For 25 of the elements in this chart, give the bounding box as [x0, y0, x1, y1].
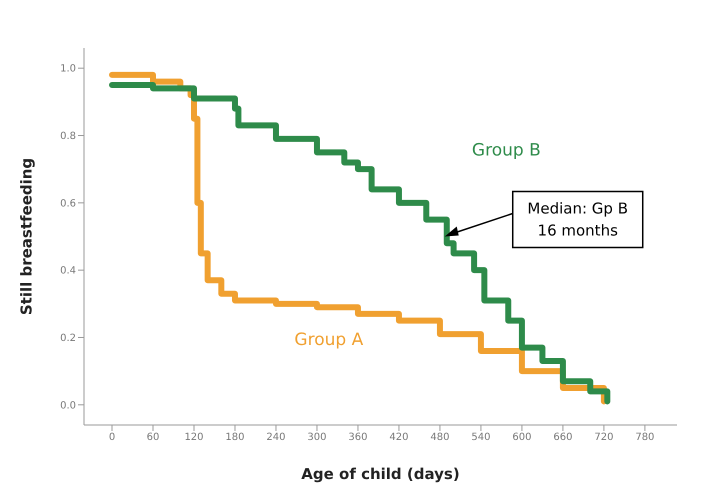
y-tick-label: 0.8 — [60, 131, 76, 142]
x-tick-label: 360 — [348, 432, 368, 444]
y-axis-title: Still breastfeeding — [17, 158, 36, 316]
x-tick-label: 480 — [430, 432, 450, 444]
x-tick-label: 420 — [389, 432, 408, 444]
annotation: Median: Gp B 16 months — [527, 200, 628, 240]
x-tick-label: 240 — [266, 432, 286, 444]
x-tick-label: 660 — [553, 432, 572, 444]
text: Group B — [472, 140, 541, 161]
x-tick-label: 540 — [471, 432, 490, 444]
x-tick-label: 300 — [307, 432, 327, 444]
y-tick-label: 1.0 — [60, 64, 76, 75]
x-tick-label: 120 — [184, 432, 204, 444]
x-tick-label: 780 — [635, 432, 654, 444]
x-axis-title: Age of child (days) — [301, 465, 460, 483]
x-tick-label: 0 — [108, 432, 116, 444]
x-tick-label: 180 — [225, 432, 245, 444]
x-tick-label: 60 — [146, 432, 160, 444]
y-tick-label: 0.2 — [60, 333, 76, 344]
x-tick-label: 600 — [512, 432, 532, 444]
series-label: Group A — [294, 330, 364, 350]
y-tick-label: 0.4 — [60, 266, 76, 277]
x-tick-label: 720 — [594, 432, 614, 444]
y-tick-label: 0.0 — [60, 400, 76, 412]
y-tick-label: 0.6 — [60, 198, 76, 210]
